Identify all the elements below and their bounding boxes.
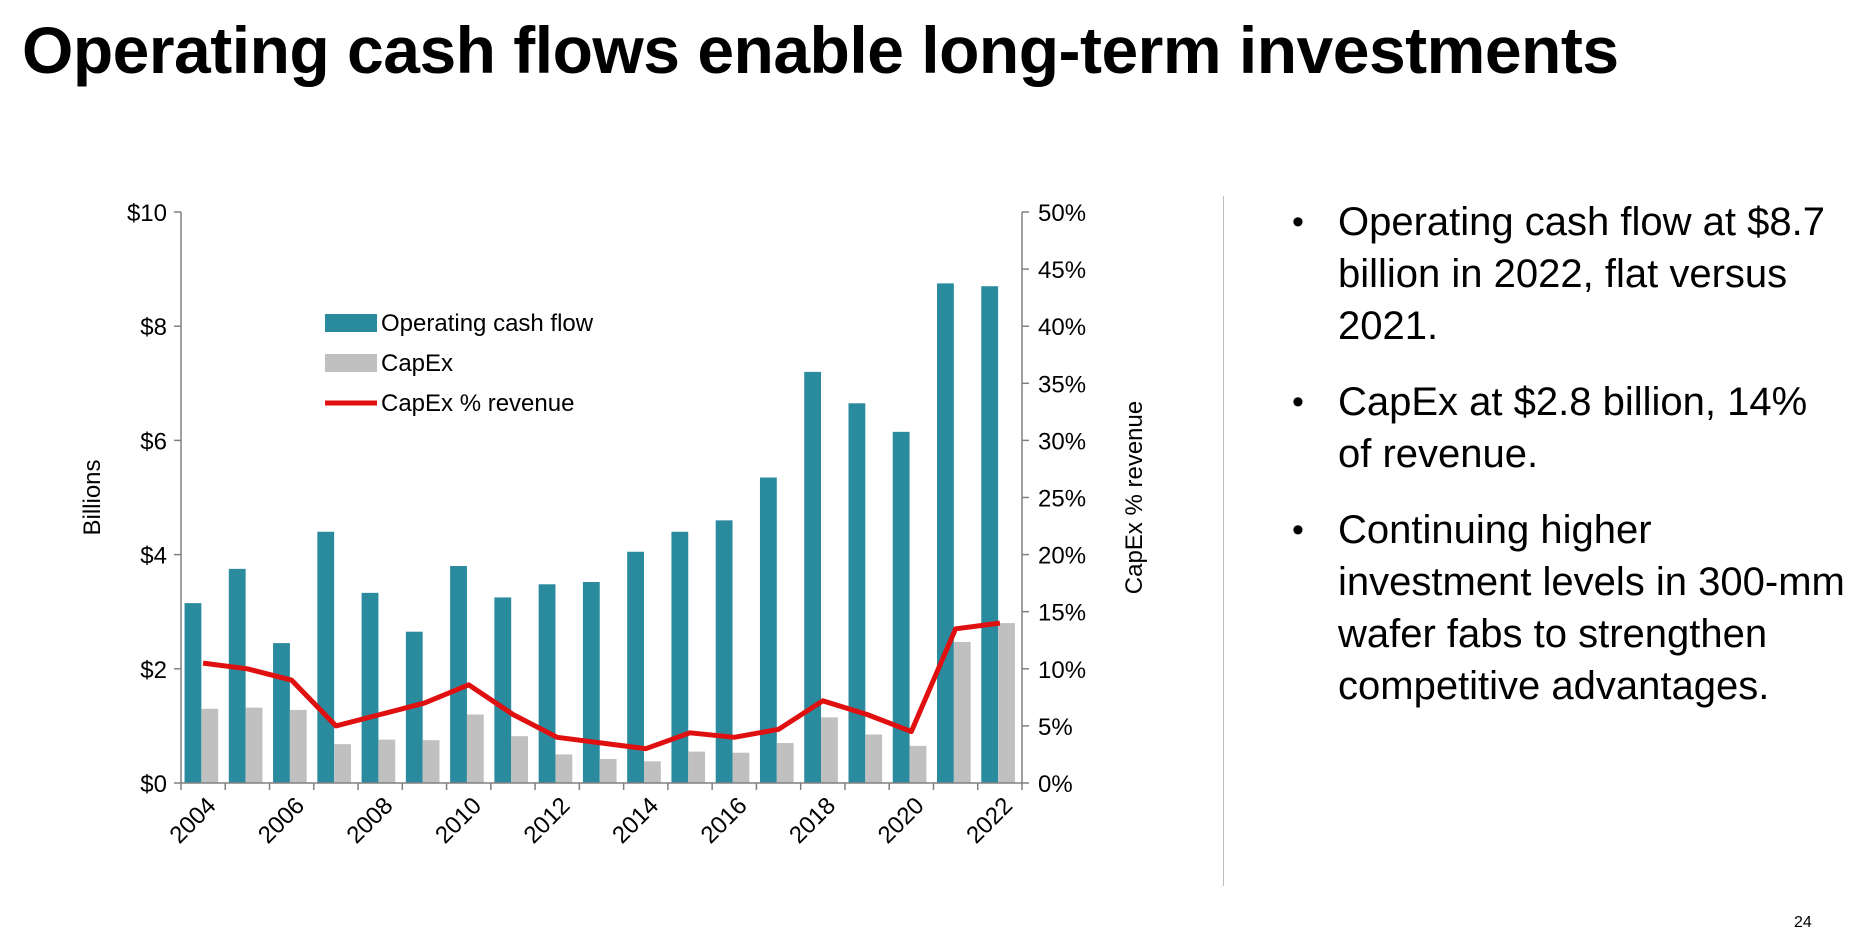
bullet-dot-icon: •: [1292, 383, 1304, 421]
y-tick-label-left: $8: [140, 314, 167, 341]
y-axis-title-left: Billions: [79, 459, 106, 535]
bar-capex: [422, 740, 440, 783]
bar-operating-cash-flow: [228, 568, 246, 783]
y-tick-label-right: 20%: [1038, 543, 1086, 570]
bar-operating-cash-flow: [671, 531, 689, 783]
bar-operating-cash-flow: [184, 603, 202, 783]
bar-capex: [334, 744, 351, 783]
bar-capex: [245, 707, 263, 783]
bar-operating-cash-flow: [317, 531, 335, 783]
bar-capex: [776, 743, 794, 783]
y-tick-label-right: 35%: [1038, 371, 1086, 398]
y-tick-label-right: 10%: [1038, 657, 1086, 684]
bar-operating-cash-flow: [627, 551, 644, 783]
bar-operating-cash-flow: [582, 582, 600, 783]
chart: $0 $2 $4 $6 $8 $10 0% 5% 10% 15% 20% 25% 30% 35% 40% 45…: [79, 200, 1148, 849]
y-tick-label-left: $4: [140, 543, 167, 570]
bar-capex: [865, 734, 883, 783]
x-tick-label: 2020: [873, 792, 930, 849]
y-axis-title-right: CapEx % revenue: [1121, 401, 1148, 594]
bar-capex: [953, 641, 971, 783]
bar-capex: [821, 717, 838, 783]
x-tick-label: 2018: [784, 792, 841, 849]
bar-operating-cash-flow: [273, 643, 290, 783]
y-tick-label-right: 30%: [1038, 428, 1086, 455]
bar-operating-cash-flow: [715, 520, 733, 783]
legend-label-capex-pct-revenue: CapEx % revenue: [381, 390, 574, 417]
bullet-text: Continuing higher investment levels in 3…: [1338, 508, 1845, 708]
legend-swatch-operating-cash-flow: [325, 314, 377, 332]
y-tick-label-left: $0: [140, 771, 167, 798]
page-number: 24: [1794, 914, 1812, 931]
x-tick-label: 2008: [342, 792, 399, 849]
divider: [1223, 196, 1224, 886]
bullet-dot-icon: •: [1292, 203, 1304, 241]
legend-swatch-capex: [325, 354, 377, 372]
bullet-dot-icon: •: [1292, 511, 1304, 549]
bar-capex: [378, 739, 396, 783]
y-tick-label-right: 50%: [1038, 200, 1086, 227]
page-title: Operating cash flows enable long-term in…: [22, 13, 1619, 87]
y-tick-label-right: 0%: [1038, 771, 1073, 798]
x-tick-label: 2004: [165, 792, 222, 849]
bar-capex: [732, 752, 750, 783]
y-tick-label-right: 25%: [1038, 486, 1086, 513]
y-tick-label-left: $6: [140, 428, 167, 455]
bar-capex: [643, 761, 661, 783]
bar-operating-cash-flow: [981, 286, 999, 783]
bullet-list: • Operating cash flow at $8.7 billion in …: [1288, 196, 1848, 736]
bar-capex: [555, 754, 573, 783]
bar-capex: [201, 708, 219, 783]
x-tick-label: 2006: [253, 792, 310, 849]
bar-operating-cash-flow: [892, 431, 910, 783]
x-tick-label: 2014: [607, 792, 664, 849]
bar-capex: [599, 759, 617, 783]
y-tick-label-right: 15%: [1038, 600, 1086, 627]
bullet-item: • Continuing higher investment levels in …: [1288, 504, 1848, 712]
x-tick-label: 2022: [961, 792, 1018, 849]
y-tick-label-right: 5%: [1038, 714, 1073, 741]
x-tick-label: 2016: [696, 792, 753, 849]
x-tick-label: 2010: [430, 792, 487, 849]
line-capex-pct-revenue: [202, 620, 1001, 752]
bullet-text: CapEx at $2.8 billion, 14% of revenue.: [1338, 380, 1808, 476]
y-tick-label-left: $2: [140, 657, 167, 684]
bar-operating-cash-flow: [937, 283, 954, 783]
y-tick-label-right: 40%: [1038, 314, 1086, 341]
bar-operating-cash-flow: [538, 584, 556, 783]
y-tick-label-left: $10: [127, 200, 167, 227]
bar-capex: [466, 714, 484, 783]
bar-capex: [688, 751, 706, 783]
bar-operating-cash-flow: [494, 597, 512, 783]
bullet-text: Operating cash flow at $8.7 billion in 2…: [1338, 200, 1825, 348]
bar-operating-cash-flow: [759, 477, 777, 783]
bullet-item: • Operating cash flow at $8.7 billion in …: [1288, 196, 1848, 352]
y-tick-label-right: 45%: [1038, 257, 1086, 284]
bar-capex: [998, 623, 1015, 783]
bar-operating-cash-flow: [450, 566, 467, 783]
bar-capex: [289, 709, 307, 783]
bar-capex: [511, 736, 529, 783]
legend-label-operating-cash-flow: Operating cash flow: [381, 310, 594, 337]
bar-operating-cash-flow: [361, 592, 379, 783]
x-tick-label: 2012: [519, 792, 576, 849]
legend-label-capex: CapEx: [381, 350, 453, 377]
bar-operating-cash-flow: [848, 403, 866, 783]
bar-capex: [909, 745, 927, 783]
bullet-item: • CapEx at $2.8 billion, 14% of revenue.: [1288, 376, 1848, 480]
bar-operating-cash-flow: [804, 371, 822, 783]
